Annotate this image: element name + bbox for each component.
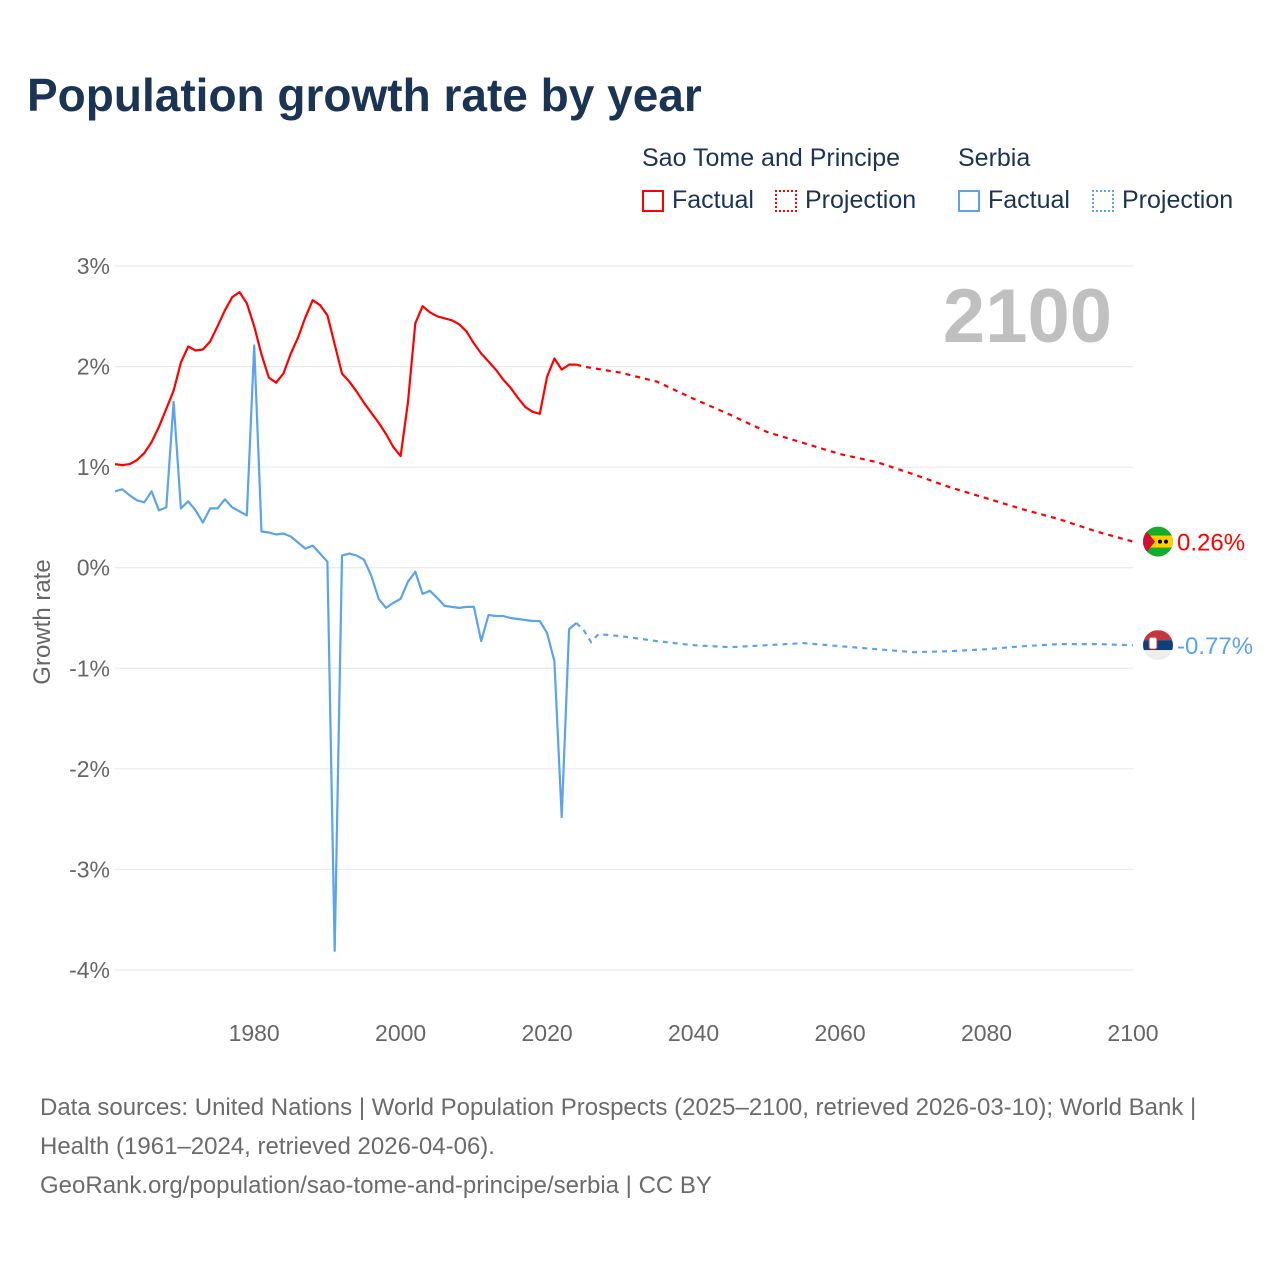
- footer: Data sources: United Nations | World Pop…: [40, 1088, 1240, 1205]
- series-line-serbia-projection: [575, 622, 1134, 654]
- y-tick-label: -2%: [69, 756, 110, 782]
- y-tick-label: 0%: [77, 555, 110, 581]
- legend-swatch-dotted: [1092, 189, 1114, 212]
- legend-group-serbia: Serbia: [958, 144, 1030, 173]
- y-tick-label: -4%: [69, 957, 110, 983]
- y-tick-label: 1%: [77, 454, 110, 480]
- flag-serbia-icon: [1143, 630, 1173, 661]
- legend-swatch-solid: [958, 189, 980, 212]
- credit-link[interactable]: GeoRank.org/population/sao-tome-and-prin…: [40, 1172, 712, 1199]
- series-line-sao-tome-factual: [114, 291, 577, 467]
- legend-group-title: Sao Tome and Principe: [642, 144, 901, 172]
- flag-stripe: [1143, 640, 1173, 651]
- flag-stripe: [1143, 630, 1173, 641]
- legend-label: Projection: [1122, 186, 1234, 214]
- y-tick-label: -1%: [69, 655, 110, 681]
- year-indicator: 2100: [943, 274, 1112, 359]
- flag-stripe: [1143, 650, 1173, 661]
- end-value-label-sao-tome: 0.26%: [1177, 530, 1245, 557]
- data-sources-note: Data sources: United Nations | World Pop…: [40, 1094, 1197, 1160]
- flag-emblem: [1148, 636, 1158, 650]
- line-chart: 3% 2% 1% 0% -1% -2% -3% -4% 1980 2000 2020 2040 206…: [29, 253, 1253, 1046]
- legend-group-title: Serbia: [958, 144, 1031, 172]
- chart-title: Population growth rate by year: [27, 69, 702, 121]
- legend-swatch-dotted: [775, 189, 797, 212]
- y-axis-label: Growth rate: [29, 559, 56, 684]
- flag-star: [1164, 539, 1168, 544]
- x-tick-label: 2100: [1107, 1020, 1158, 1046]
- x-tick-label: 2000: [375, 1020, 426, 1046]
- legend-label: Projection: [805, 186, 917, 214]
- y-tick-label: 2%: [77, 354, 110, 380]
- flag-triangle: [1143, 526, 1155, 557]
- legend-swatch-solid: [642, 189, 664, 212]
- end-value-label-serbia: -0.77%: [1177, 633, 1253, 660]
- legend-item-serbia-factual[interactable]: Factual: [958, 186, 1070, 215]
- x-tick-label: 2080: [961, 1020, 1012, 1046]
- legend-item-serbia-projection[interactable]: Projection: [1092, 186, 1233, 215]
- legend-item-sao-tome-projection[interactable]: Projection: [775, 186, 916, 215]
- x-tick-label: 2060: [814, 1020, 865, 1046]
- series-line-serbia-factual: [114, 344, 578, 953]
- legend-label: Factual: [988, 186, 1070, 214]
- y-tick-label: -3%: [69, 856, 110, 882]
- y-tick-label: 3%: [77, 253, 110, 279]
- legend-label: Factual: [672, 186, 754, 214]
- x-tick-label: 1980: [229, 1020, 280, 1046]
- series-line-sao-tome-projection: [576, 363, 1134, 543]
- x-tick-label: 2040: [668, 1020, 719, 1046]
- flag-body: [1143, 630, 1173, 661]
- flag-sao-tome-icon: [1143, 526, 1173, 557]
- flag-star: [1158, 539, 1162, 544]
- flag-body: [1143, 526, 1173, 557]
- legend-item-sao-tome-factual[interactable]: Factual: [642, 186, 754, 215]
- x-tick-label: 2020: [522, 1020, 573, 1046]
- legend-group-sao-tome: Sao Tome and Principe: [642, 144, 900, 173]
